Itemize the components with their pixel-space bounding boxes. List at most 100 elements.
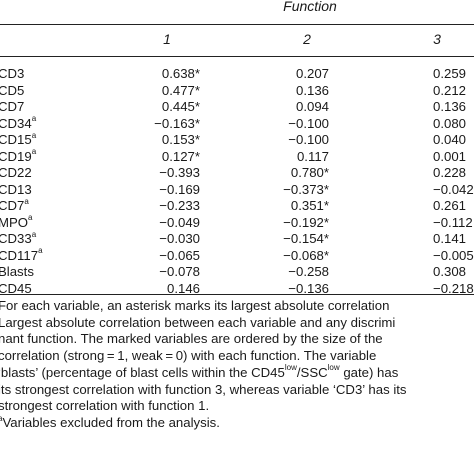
table-bottom-rule	[0, 294, 474, 295]
excluded-marker: a	[31, 114, 37, 124]
correlation-v2: −0.068*	[283, 247, 329, 263]
correlation-v1: 0.445*	[161, 99, 200, 114]
correlation-v3: −0.005	[433, 247, 474, 263]
correlation-v1: 0.127*	[161, 148, 200, 164]
correlation-v1: 0.146	[166, 280, 200, 296]
table-body: CD3 0.638* 0.207 0.259 CD5 0.477* 0.136 0.212 CD…	[0, 66, 474, 297]
variable-name: CD7	[0, 99, 24, 116]
variable-name: CD33a	[0, 230, 36, 248]
correlation-v1: −0.233	[159, 198, 200, 213]
footnote-line: nant function. The marked variables are …	[0, 331, 383, 347]
header-rule	[0, 24, 474, 25]
correlation-v3: −0.218	[433, 280, 474, 296]
variable-label: CD15	[0, 132, 32, 147]
table-row: CD7 0.445* 0.094 0.136	[0, 99, 474, 116]
variable-name: CD15a	[0, 130, 37, 149]
table-row: CD3 0.638* 0.207 0.259	[0, 66, 474, 83]
table-row: MPOa −0.049 −0.192* −0.112	[0, 213, 474, 232]
correlation-v2: 0.136	[295, 82, 329, 98]
footnote-text: gate) has	[339, 364, 399, 380]
correlation-v1: 0.153*	[161, 132, 200, 147]
variable-label: MPO	[0, 214, 29, 230]
excluded-marker: a	[31, 130, 37, 140]
variable-label: CD3	[0, 66, 25, 81]
variable-label: CD34	[0, 115, 32, 131]
correlation-v1: −0.065	[159, 247, 200, 263]
correlation-v2: −0.258	[288, 264, 329, 279]
footnote-superscript: low	[284, 363, 297, 373]
correlation-v3: 0.136	[433, 99, 467, 114]
column-header-1: 1	[163, 31, 171, 47]
footnote-superscript: a	[0, 413, 3, 423]
table-row: CD33a −0.030 −0.154* 0.141	[0, 230, 474, 248]
footnote-excluded: aVariables excluded from the analysis.	[0, 413, 474, 432]
footnote-line: ‘blasts’ (percentage of blast cells with…	[0, 363, 474, 382]
correlation-v3: 0.259	[433, 66, 467, 81]
excluded-marker: a	[38, 246, 43, 256]
variable-label: Blasts	[0, 264, 34, 279]
variable-label: CD7	[0, 198, 25, 213]
correlation-v3: 0.080	[433, 115, 467, 131]
table-row: CD19a 0.127* 0.117 0.001	[0, 147, 474, 166]
correlation-v1: 0.477*	[161, 82, 200, 98]
table-row: CD15a 0.153* −0.100 0.040	[0, 130, 474, 149]
footnote: For each variable, an asterisk marks its…	[0, 298, 474, 432]
correlation-v3: 0.308	[433, 264, 467, 279]
correlation-v3: 0.212	[433, 82, 467, 98]
variable-name: MPOa	[0, 213, 33, 232]
variable-label: CD5	[0, 82, 25, 98]
table-row: Blasts −0.078 −0.258 0.308	[0, 264, 474, 281]
column-header-3: 3	[433, 31, 441, 47]
correlation-v2: 0.207	[295, 66, 329, 81]
table-row: CD45 0.146 −0.136 −0.218	[0, 281, 474, 298]
correlation-v2: 0.780*	[290, 165, 329, 180]
correlation-v2: −0.100	[288, 115, 329, 131]
variable-label: CD7	[0, 99, 25, 114]
column-header-2: 2	[303, 31, 311, 47]
excluded-marker: a	[31, 147, 37, 157]
correlation-v2: 0.351*	[290, 198, 329, 213]
correlation-v3: 0.040	[433, 132, 467, 147]
table-row: CD22 −0.393 0.780* 0.228	[0, 165, 474, 182]
correlation-v2: −0.192*	[283, 214, 329, 230]
footnote-text: ‘blasts’ (percentage of blast cells with…	[0, 364, 285, 380]
correlation-v2: 0.117	[296, 148, 329, 164]
footnote-line: For each variable, an asterisk marks its…	[0, 298, 390, 313]
correlation-v1: −0.049	[159, 214, 200, 230]
column-header-rule	[0, 56, 474, 57]
variable-label: CD22	[0, 165, 32, 180]
correlation-v2: 0.094	[295, 99, 329, 114]
variable-name: CD34a	[0, 114, 37, 133]
footnote-line: Largest absolute correlation between eac…	[0, 314, 396, 330]
table-row: CD5 0.477* 0.136 0.212	[0, 83, 474, 100]
correlation-v1: −0.393	[159, 165, 200, 180]
footnote-line: correlation (strong = 1, weak = 0) with …	[0, 348, 377, 364]
correlation-v2: −0.154*	[283, 231, 329, 246]
correlation-v3: −0.042	[433, 181, 474, 197]
variable-label: CD33	[0, 231, 32, 246]
excluded-marker: a	[28, 213, 33, 223]
correlation-v1: 0.638*	[161, 66, 200, 81]
variable-name: CD13	[0, 182, 32, 199]
correlation-v3: 0.261	[433, 198, 467, 213]
table-row: CD7a −0.233 0.351* 0.261	[0, 196, 474, 215]
correlation-v2: −0.100	[288, 132, 329, 147]
footnote-line: its strongest correlation with function …	[0, 381, 407, 397]
correlation-v3: 0.001	[433, 148, 467, 164]
correlation-v3: −0.112	[433, 214, 473, 230]
variable-name: CD3	[0, 66, 24, 83]
variable-name: CD19a	[0, 147, 37, 166]
footnote-line: strongest correlation with function 1.	[0, 398, 210, 414]
correlation-v2: −0.136	[288, 280, 329, 296]
variable-label: CD13	[0, 181, 32, 197]
variable-label: CD117	[0, 247, 39, 263]
correlation-v1: −0.169	[159, 181, 200, 197]
correlation-v2: −0.373*	[283, 181, 329, 197]
correlation-v3: 0.228	[433, 165, 467, 180]
correlation-v1: −0.030	[159, 231, 200, 246]
variable-label: CD45	[0, 280, 32, 296]
footnote-text: Variables excluded from the analysis.	[2, 414, 220, 430]
correlation-v3: 0.141	[433, 231, 467, 246]
excluded-marker: a	[24, 196, 29, 206]
